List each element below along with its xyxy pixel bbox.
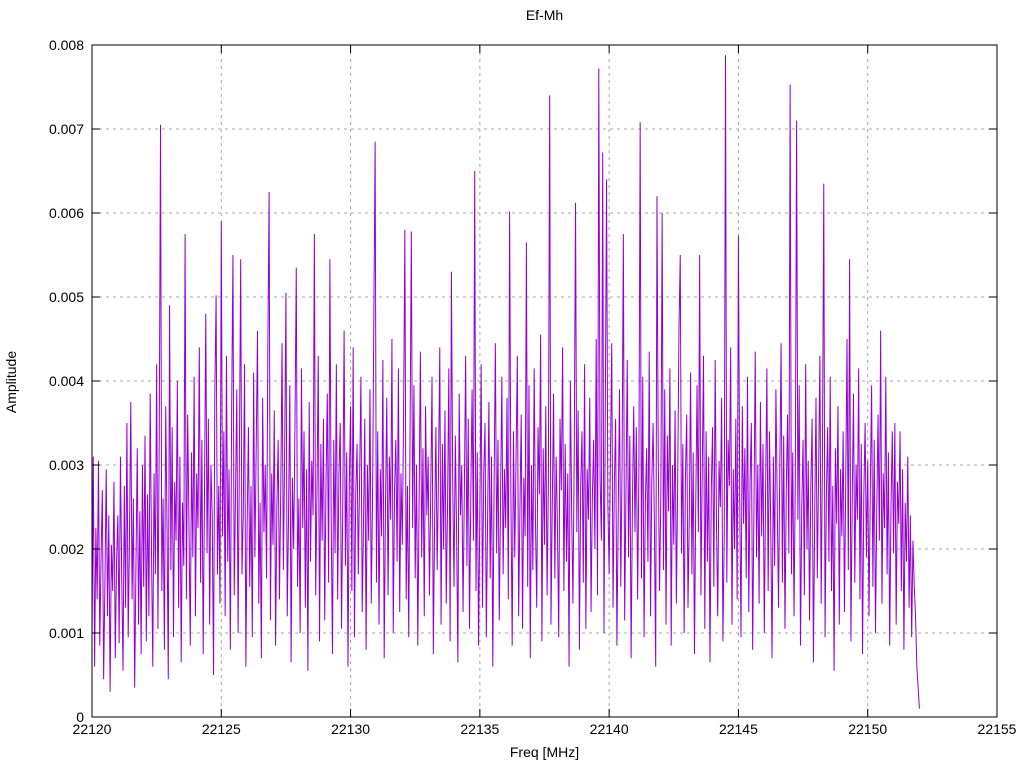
y-tick-label: 0.003 <box>49 457 84 473</box>
y-tick-label: 0.007 <box>49 121 84 137</box>
grid-lines <box>92 45 997 717</box>
y-tick-label: 0.005 <box>49 289 84 305</box>
y-tick-label: 0.006 <box>49 205 84 221</box>
x-tick-label: 22145 <box>719 721 758 737</box>
y-tick-label: 0.004 <box>49 373 84 389</box>
y-tick-label: 0 <box>76 709 84 725</box>
axis-ticks <box>91 44 998 718</box>
x-tick-label: 22150 <box>848 721 887 737</box>
x-tick-label: 22130 <box>331 721 370 737</box>
y-axis-label: Amplitude <box>3 350 19 414</box>
x-tick-label: 22155 <box>978 721 1017 737</box>
chart-title: Ef-Mh <box>525 7 564 23</box>
y-tick-label: 0.001 <box>49 625 84 641</box>
y-tick-label: 0.008 <box>49 37 84 53</box>
x-tick-label: 22135 <box>460 721 499 737</box>
series-line <box>91 55 920 709</box>
x-axis-label: Freq [MHz] <box>509 744 580 760</box>
x-tick-label: 22120 <box>73 721 112 737</box>
tick-labels: 22120 22125 22130 22135 22140 22145 22150 22155… <box>49 37 1017 737</box>
y-tick-label: 0.002 <box>49 541 84 557</box>
x-tick-label: 22125 <box>202 721 241 737</box>
x-tick-label: 22140 <box>590 721 629 737</box>
